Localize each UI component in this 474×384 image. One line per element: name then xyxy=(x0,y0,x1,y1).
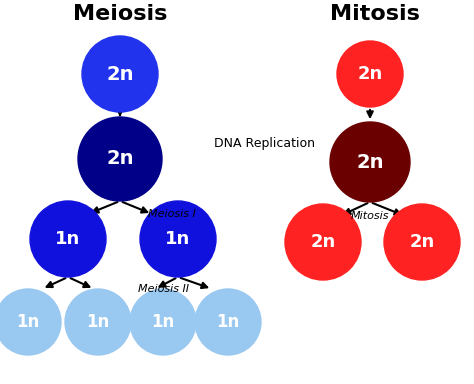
Circle shape xyxy=(65,289,131,355)
Text: 1n: 1n xyxy=(216,313,240,331)
Text: 2n: 2n xyxy=(410,233,435,251)
Text: Mitosis: Mitosis xyxy=(330,4,420,24)
Text: 1n: 1n xyxy=(86,313,109,331)
Circle shape xyxy=(330,122,410,202)
Circle shape xyxy=(82,36,158,112)
Text: DNA Replication: DNA Replication xyxy=(215,137,316,151)
Circle shape xyxy=(285,204,361,280)
Circle shape xyxy=(195,289,261,355)
Circle shape xyxy=(30,201,106,277)
Text: 2n: 2n xyxy=(310,233,336,251)
Text: 1n: 1n xyxy=(17,313,40,331)
Text: Meiosis II: Meiosis II xyxy=(138,284,189,294)
Circle shape xyxy=(78,117,162,201)
Text: Mitosis: Mitosis xyxy=(351,211,389,221)
Circle shape xyxy=(130,289,196,355)
Circle shape xyxy=(0,289,61,355)
Text: 2n: 2n xyxy=(106,149,134,169)
Circle shape xyxy=(140,201,216,277)
Text: 2n: 2n xyxy=(356,152,384,172)
Text: Meiosis I: Meiosis I xyxy=(148,209,196,219)
Text: 1n: 1n xyxy=(165,230,191,248)
Text: 1n: 1n xyxy=(151,313,174,331)
Text: Meiosis: Meiosis xyxy=(73,4,167,24)
Text: 1n: 1n xyxy=(55,230,81,248)
Text: 2n: 2n xyxy=(357,65,383,83)
Circle shape xyxy=(337,41,403,107)
Circle shape xyxy=(384,204,460,280)
Text: 2n: 2n xyxy=(106,65,134,83)
